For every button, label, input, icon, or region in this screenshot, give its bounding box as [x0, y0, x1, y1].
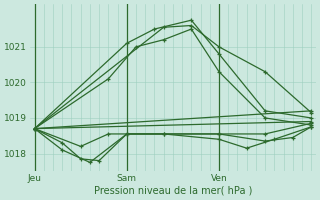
X-axis label: Pression niveau de la mer( hPa ): Pression niveau de la mer( hPa )	[94, 186, 252, 196]
